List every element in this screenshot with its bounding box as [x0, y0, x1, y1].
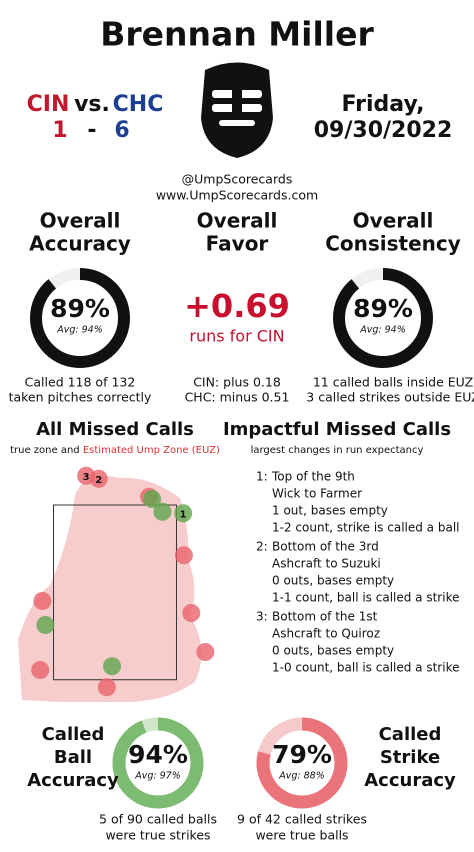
- ring-arc: [112, 717, 204, 809]
- desc: 9 of 42 called strikes: [237, 812, 367, 827]
- ring-avg: Avg: 94%: [359, 325, 406, 336]
- pitch: [33, 592, 52, 610]
- pitch-label: 1: [180, 509, 187, 520]
- ring-arc: [30, 268, 130, 368]
- list-subtitle: largest changes in run expectancy: [251, 445, 424, 456]
- ring-value: 79%: [272, 740, 332, 769]
- euz: [18, 476, 202, 702]
- score-dash: -: [87, 118, 96, 143]
- plot-subtitle: true zone and Estimated Ump Zone (EUZ): [10, 445, 220, 456]
- favor-unit: runs for CIN: [189, 327, 284, 346]
- away-score: 1: [52, 118, 67, 143]
- desc: CHC: minus 0.51: [185, 390, 290, 405]
- desc: Called 118 of 132: [25, 375, 136, 390]
- handle: @UmpScorecards: [182, 172, 293, 187]
- section-title: Overall: [40, 209, 121, 233]
- away-team: CIN: [27, 92, 70, 117]
- item-line: 0 outs, bases empty: [272, 574, 394, 588]
- pitch: [143, 490, 162, 508]
- favor-value: +0.69: [184, 287, 290, 325]
- item-line: 1-1 count, ball is called a strike: [272, 591, 459, 605]
- item-line: 1 out, bases empty: [272, 504, 388, 518]
- pitch: [174, 504, 193, 523]
- ring-label: Accuracy: [27, 770, 119, 791]
- desc: 11 called balls inside EUZ: [313, 375, 473, 390]
- desc: CIN: plus 0.18: [193, 375, 281, 390]
- section-title: Overall: [197, 209, 278, 233]
- pitch: [182, 604, 201, 622]
- subtitle-part: true zone and: [10, 445, 80, 456]
- desc: were true strikes: [105, 828, 210, 843]
- pitch: [97, 678, 116, 697]
- strike-zone: [53, 504, 177, 681]
- date: 09/30/2022: [314, 118, 453, 143]
- item-line: 0 outs, bases empty: [272, 644, 394, 658]
- pitch: [103, 657, 122, 676]
- ring-avg: Avg: 97%: [134, 771, 181, 782]
- ring-avg: Avg: 94%: [56, 325, 103, 336]
- item-line: Ashcraft to Quiroz: [272, 627, 380, 641]
- site: www.UmpScorecards.com: [156, 188, 318, 203]
- item-line: 1-0 count, ball is called a strike: [272, 661, 459, 675]
- title: Brennan Miller: [100, 15, 374, 54]
- section-title: Overall: [353, 209, 434, 233]
- item-line: Bottom of the 1st: [272, 610, 378, 624]
- pitch: [36, 616, 55, 634]
- mask-icon: [201, 62, 273, 158]
- desc: 5 of 90 called balls: [99, 812, 217, 827]
- item-line: 1-2 count, strike is called a ball: [272, 521, 459, 535]
- ring-avg: Avg: 88%: [278, 771, 325, 782]
- item-number: 3:: [256, 610, 268, 624]
- item-number: 2:: [256, 540, 268, 554]
- ring-label: Accuracy: [364, 770, 456, 791]
- plot-title: All Missed Calls: [36, 419, 194, 440]
- ring-label: Strike: [380, 747, 440, 768]
- ring-label: Called: [379, 724, 442, 745]
- date-day: Friday,: [342, 92, 425, 117]
- pitch: [174, 546, 193, 565]
- item-line: Bottom of the 3rd: [272, 540, 379, 554]
- ring-value: 94%: [128, 740, 188, 769]
- subtitle-part: Estimated Ump Zone (EUZ): [83, 445, 220, 456]
- item-line: Top of the 9th: [271, 470, 355, 484]
- pitch-label: 2: [95, 475, 102, 486]
- item-line: Wick to Farmer: [272, 487, 362, 501]
- ring-arc: [256, 717, 348, 809]
- pitch: [153, 502, 172, 521]
- ring-arc: [333, 268, 433, 368]
- item-line: Ashcraft to Suzuki: [272, 557, 381, 571]
- item-number: 1:: [256, 470, 268, 484]
- desc: taken pitches correctly: [9, 390, 152, 405]
- section-title: Favor: [206, 232, 269, 256]
- home-score: 6: [114, 118, 129, 143]
- ring-value: 89%: [353, 294, 413, 323]
- pitch: [89, 469, 108, 488]
- ring-label: Ball: [54, 747, 92, 768]
- desc: were true balls: [255, 828, 348, 843]
- pitch: [31, 661, 50, 679]
- pitch-label: 3: [83, 472, 90, 483]
- section-title: Accuracy: [29, 232, 131, 256]
- desc: 3 called strikes outside EUZ: [306, 390, 474, 405]
- home-team: CHC: [113, 92, 164, 117]
- section-title: Consistency: [325, 232, 461, 256]
- ring-label: Called: [42, 724, 105, 745]
- list-title: Impactful Missed Calls: [223, 419, 451, 440]
- vs: vs.: [74, 92, 110, 117]
- pitch: [196, 643, 215, 661]
- ring-value: 89%: [50, 294, 110, 323]
